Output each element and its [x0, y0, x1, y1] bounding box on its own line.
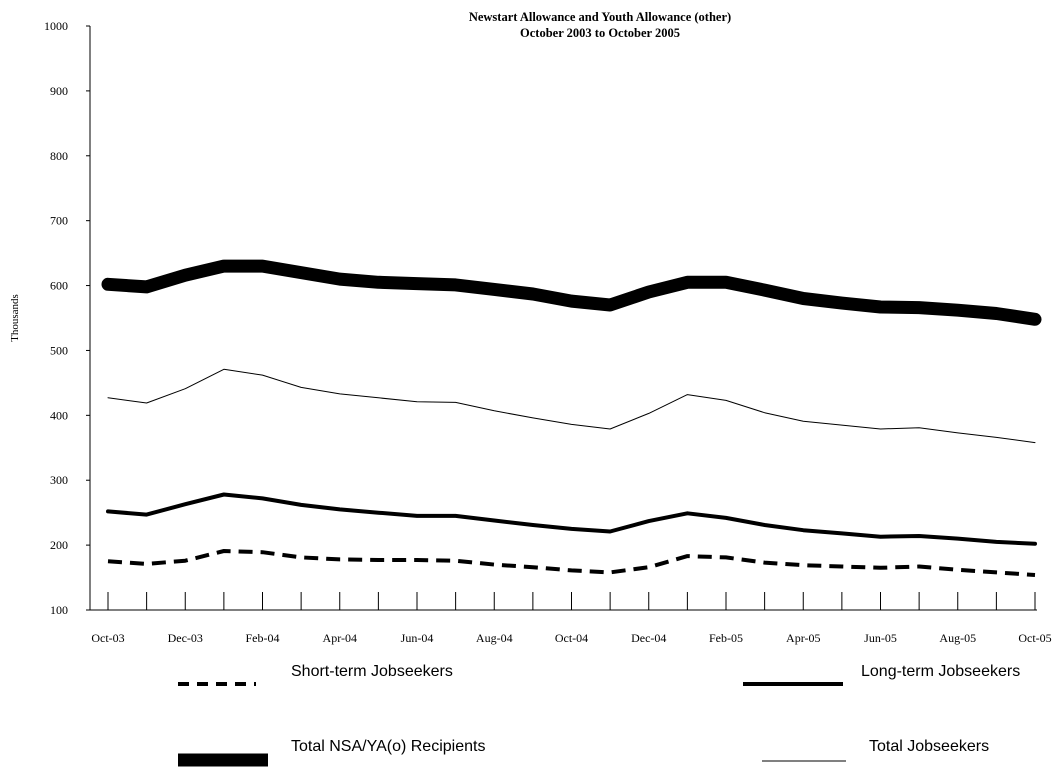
- x-tick-label-Jun-05: Jun-05: [864, 631, 897, 645]
- chart-subtitle: October 2003 to October 2005: [520, 26, 680, 40]
- legend: Short-term Jobseekers Long-term Jobseeker…: [178, 663, 1020, 767]
- series-line-long-term-jobseekers: [106, 492, 1037, 546]
- axes: [89, 26, 1037, 611]
- legend-label-long-term-jobseekers: Long-term Jobseekers: [861, 663, 1020, 680]
- y-tick-label-700: 700: [50, 214, 68, 228]
- series-line-total-jobseekers: [107, 368, 1036, 444]
- y-tick-label-900: 900: [50, 84, 68, 98]
- x-tick-label-Oct-05: Oct-05: [1018, 631, 1051, 645]
- y-tick-label-400: 400: [50, 408, 68, 422]
- y-tick-label-800: 800: [50, 149, 68, 163]
- series-lines: [101, 259, 1042, 577]
- series-line-short-term-jobseekers: [107, 549, 1036, 577]
- legend-label-short-term-jobseekers: Short-term Jobseekers: [291, 663, 453, 680]
- x-tick-label-Oct-04: Oct-04: [555, 631, 588, 645]
- y-tick-label-600: 600: [50, 279, 68, 293]
- chart-title-group: Newstart Allowance and Youth Allowance (…: [469, 10, 731, 40]
- y-tick-label-1000: 1000: [44, 19, 68, 33]
- x-tick-label-Dec-04: Dec-04: [631, 631, 666, 645]
- y-axis-title: Thousands: [9, 294, 21, 342]
- x-tick-label-Apr-04: Apr-04: [323, 631, 357, 645]
- x-tick-label-Jun-04: Jun-04: [401, 631, 434, 645]
- x-tick-label-Dec-03: Dec-03: [168, 631, 203, 645]
- legend-label-total-nsa-ya-o-recipients: Total NSA/YA(o) Recipients: [291, 738, 485, 755]
- y-tick-label-100: 100: [50, 603, 68, 617]
- y-axis-ticks: 100 200 300 400 500 600 700 800 900 1000: [44, 19, 90, 617]
- chart-title: Newstart Allowance and Youth Allowance (…: [469, 10, 731, 24]
- x-tick-label-Aug-04: Aug-04: [476, 631, 513, 645]
- y-tick-label-500: 500: [50, 343, 68, 357]
- y-tick-label-200: 200: [50, 538, 68, 552]
- y-tick-label-300: 300: [50, 473, 68, 487]
- series-line-total-nsa-ya-o-recipients: [101, 259, 1042, 326]
- legend-label-total-jobseekers: Total Jobseekers: [869, 738, 989, 755]
- x-tick-label-Aug-05: Aug-05: [939, 631, 976, 645]
- x-tick-label-Feb-04: Feb-04: [246, 631, 280, 645]
- x-axis-ticks: Oct-03 Dec-03 Feb-04 Apr-04 Jun-04 Aug-04 Oct-…: [91, 592, 1052, 645]
- x-tick-label-Oct-03: Oct-03: [91, 631, 124, 645]
- x-tick-label-Apr-05: Apr-05: [786, 631, 820, 645]
- x-tick-label-Feb-05: Feb-05: [709, 631, 743, 645]
